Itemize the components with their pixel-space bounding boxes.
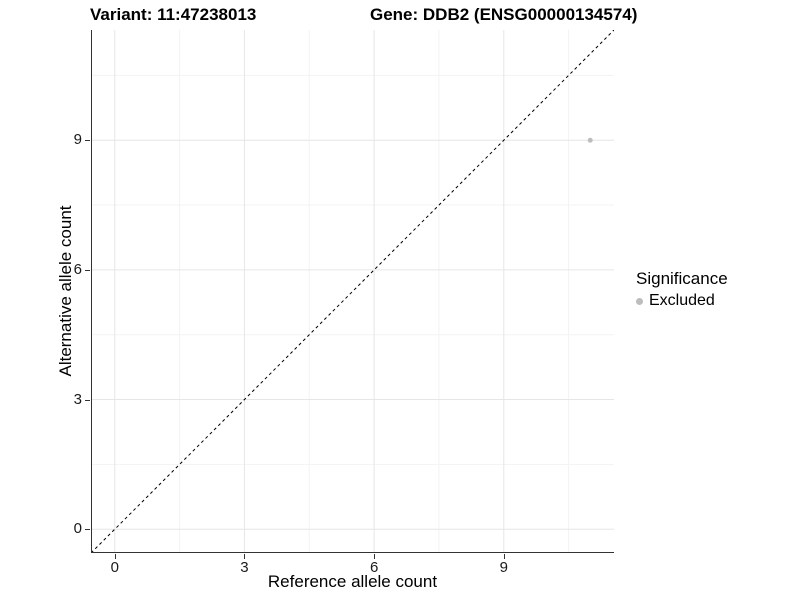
y-tick-label: 3 — [73, 390, 82, 408]
x-tick-label: 9 — [499, 559, 508, 576]
x-axis-tick — [114, 554, 116, 559]
legend-entry-excluded: Excluded — [636, 292, 728, 310]
plot-panel — [90, 29, 615, 554]
y-tick-label: 6 — [73, 260, 82, 278]
y-tick-label: 0 — [73, 520, 82, 538]
x-tick-label: 6 — [369, 559, 379, 576]
y-axis-title: Alternative allele count — [56, 205, 75, 377]
variant-title: Variant: 11:47238013 — [90, 5, 257, 24]
x-axis-tick — [244, 554, 246, 559]
y-axis-tick — [85, 140, 90, 142]
plot-canvas — [90, 29, 615, 554]
y-tick-label: 9 — [73, 131, 82, 149]
identity-line — [90, 29, 615, 554]
x-axis-tick — [374, 554, 376, 559]
legend-entry-label: Excluded — [649, 292, 715, 309]
y-axis-tick — [85, 399, 90, 401]
legend: Significance Excluded — [636, 269, 728, 310]
y-axis-tick — [85, 269, 90, 271]
x-tick-label: 0 — [110, 559, 119, 576]
data-point — [587, 137, 593, 143]
x-tick-label: 3 — [240, 559, 249, 576]
legend-point-icon — [636, 297, 643, 305]
x-axis-tick — [503, 554, 505, 559]
gene-title: Gene: DDB2 (ENSG00000134574) — [370, 5, 638, 24]
x-axis-title: Reference allele count — [267, 572, 438, 591]
legend-title: Significance — [636, 269, 728, 288]
y-axis-tick — [85, 529, 90, 531]
